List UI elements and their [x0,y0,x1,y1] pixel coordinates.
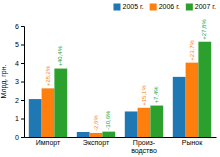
annotation: +15,1% [141,85,147,106]
annotation: +28,2% [45,65,51,86]
legend: 2005 г. 2006 г. 2007 г. [113,3,216,11]
tick: 0 [15,134,24,141]
tick-label: Импорт [36,139,61,147]
annotation: +23,7% [189,39,195,60]
tick-mark [21,63,24,64]
bar [198,42,211,137]
plot: 0 1 2 3 4 5 6 Импорт Экспорт Произ-водство Рынок Мл… [0,19,217,155]
bar-series [42,63,199,137]
annotation: +27,8% [201,19,207,40]
legend-label: 2006 г. [159,3,180,10]
legend-item: 2006 г. [150,3,180,11]
chart: 0 1 2 3 4 5 6 Импорт Экспорт Произ-водство Рынок Мл… [0,0,220,157]
y-axis: 0 1 2 3 4 5 6 [15,23,24,141]
legend-label: 2005 г. [122,3,143,10]
tick: Экспорт [83,139,110,147]
bar [102,132,115,137]
tick-label: Произ-водство [131,139,157,155]
legend-label: 2007 г. [195,3,216,10]
y-axis-title: Млрд. грн. [0,65,8,99]
axis-line [25,137,217,138]
tick-label-line: Импорт [36,139,61,147]
tick-label: 0 [15,134,19,141]
tick: Произ-водство [131,139,157,155]
tick-label: 6 [15,23,19,30]
tick: 5 [15,41,24,48]
bar [173,77,186,137]
bar-series [29,77,186,137]
tick: Рынок [182,139,203,146]
tick-mark [21,45,24,46]
annotation: +7,4% [153,86,159,104]
tick: 2 [15,97,24,104]
tick-label: 2 [15,97,19,104]
annotations: +28,2% -2,6% +15,1% +23,7% +40,4% -30,6% +7,4%… [45,19,208,131]
tick-label-line: водство [131,147,157,155]
bar [29,99,42,137]
tick-mark [21,119,24,120]
bar [54,69,67,137]
tick-label: 3 [15,78,19,85]
legend-swatch [186,4,193,11]
annotation: -2,6% [93,115,99,131]
bar [90,133,103,137]
tick: 4 [15,60,24,67]
tick-mark [21,26,24,27]
bar [77,132,90,137]
legend-item: 2007 г. [186,3,216,11]
bar [138,108,151,137]
tick-label-line: Экспорт [83,139,110,147]
tick: Импорт [36,139,61,147]
axis-line [21,27,25,138]
tick-label: 5 [15,41,19,48]
tick-label: 1 [15,115,19,122]
tick-label: Рынок [182,139,203,146]
tick-mark [21,82,24,83]
bar [125,111,138,137]
tick-label: Экспорт [83,139,110,147]
tick-label-line: Рынок [182,139,203,146]
bar [42,88,55,137]
tick-mark [21,100,24,101]
bars [29,42,211,137]
annotation: -30,6% [105,110,111,130]
x-axis: Импорт Экспорт Произ-водство Рынок [25,138,217,155]
bar [186,63,199,137]
annotation: +40,4% [57,45,63,66]
tick: 1 [15,115,24,122]
tick-mark [21,137,24,138]
tick: 3 [15,78,24,85]
legend-swatch [113,4,120,11]
legend-item: 2005 г. [113,3,143,11]
legend-swatch [150,4,157,11]
tick: 6 [15,23,24,30]
bar [150,106,163,137]
tick-label: 4 [15,60,19,67]
